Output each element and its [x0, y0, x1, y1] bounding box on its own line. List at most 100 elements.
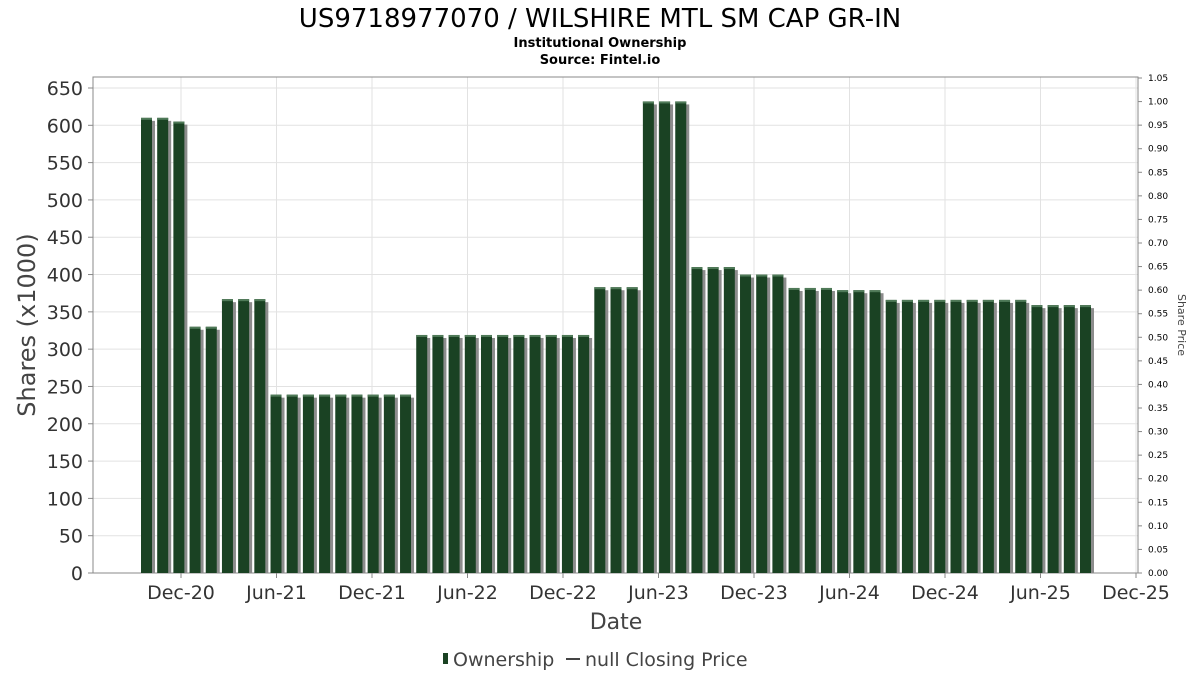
bar-highlight	[302, 394, 314, 397]
chart-subtitle-2: Source: Fintel.io	[540, 53, 661, 68]
y-tick-label: 100	[47, 488, 83, 510]
right-axis-ticks: 0.00 0.05 0.10 0.15 0.20 0.25 0.30 0.35 0.40 0.45…	[1138, 74, 1168, 579]
bar-highlight	[740, 274, 752, 277]
bar-highlight	[901, 299, 913, 302]
y2-tick-label: 0.50	[1148, 333, 1168, 343]
bar-highlight	[853, 290, 865, 293]
bar-highlight	[950, 299, 962, 302]
ownership-bar	[982, 299, 994, 573]
ownership-bar	[286, 394, 298, 573]
bar-highlight	[1015, 299, 1027, 302]
y-tick-label: 200	[47, 414, 83, 436]
ownership-bar	[869, 290, 881, 573]
ownership-bar	[1080, 305, 1091, 573]
y2-tick-label: 1.05	[1148, 74, 1168, 84]
bar-highlight	[820, 287, 832, 290]
y2-tick-label: 0.55	[1148, 310, 1168, 320]
ownership-bar	[804, 287, 816, 573]
ownership-bar	[626, 287, 638, 573]
bar-highlight	[513, 334, 525, 337]
bar-highlight	[400, 394, 412, 397]
bar-highlight	[383, 394, 395, 397]
ownership-bar	[335, 394, 347, 573]
ownership-bar	[432, 334, 444, 573]
bar-highlight	[254, 299, 266, 302]
x-tick-label: Jun-24	[818, 582, 880, 604]
bar-highlight	[367, 394, 379, 397]
y2-tick-label: 0.60	[1148, 286, 1168, 296]
ownership-bar	[691, 267, 703, 573]
y2-tick-label: 1.00	[1148, 98, 1168, 108]
y-tick-label: 500	[47, 190, 83, 212]
bar-highlight	[934, 299, 946, 302]
ownership-bar	[723, 267, 735, 573]
y2-axis-title: Share Price	[1175, 294, 1188, 356]
y-tick-label: 650	[47, 78, 83, 100]
y2-tick-label: 0.90	[1148, 145, 1168, 155]
ownership-bar	[221, 299, 233, 573]
bar-highlight	[319, 394, 331, 397]
ownership-bar	[918, 299, 930, 573]
ownership-bar	[1047, 305, 1059, 573]
ownership-bar	[707, 267, 719, 573]
x-tick-label: Jun-21	[245, 582, 307, 604]
ownership-bar	[302, 394, 314, 573]
ownership-bar	[837, 290, 849, 573]
ownership-bar	[1031, 305, 1043, 573]
ownership-bar	[513, 334, 525, 573]
legend-price-label: null Closing Price	[585, 649, 748, 671]
y2-tick-label: 0.45	[1148, 357, 1168, 367]
x-axis-title: Date	[590, 610, 643, 635]
bar-highlight	[772, 274, 784, 277]
ownership-bar	[1015, 299, 1027, 573]
ownership-bar	[141, 117, 152, 573]
bar-highlight	[918, 299, 930, 302]
bar-highlight	[141, 117, 152, 120]
ownership-bar	[497, 334, 509, 573]
ownership-bar	[529, 334, 541, 573]
x-tick-label: Jun-23	[627, 582, 689, 604]
ownership-bar	[756, 274, 768, 573]
ownership-bar	[788, 287, 800, 573]
bar-highlight	[1047, 305, 1059, 308]
y-tick-label: 400	[47, 265, 83, 287]
ownership-bar	[270, 394, 282, 573]
ownership-bar	[448, 334, 460, 573]
bar-highlight	[351, 394, 363, 397]
ownership-bar	[238, 299, 250, 573]
ownership-bar	[950, 299, 962, 573]
bar-highlight	[804, 287, 816, 290]
bar-highlight	[270, 394, 282, 397]
x-tick-label: Dec-22	[529, 582, 597, 604]
y2-tick-label: 0.15	[1148, 498, 1168, 508]
y-tick-label: 150	[47, 451, 83, 473]
bar-highlight	[335, 394, 347, 397]
x-tick-label: Jun-22	[436, 582, 498, 604]
bar-highlight	[189, 326, 201, 329]
ownership-bar	[464, 334, 476, 573]
bar-highlight	[610, 287, 622, 290]
ownership-bar	[319, 394, 331, 573]
legend-ownership-label: Ownership	[453, 649, 554, 671]
ownership-bar	[157, 117, 169, 573]
ownership-bar	[480, 334, 492, 573]
x-tick-label: Dec-21	[338, 582, 406, 604]
bar-highlight	[480, 334, 492, 337]
bar-highlight	[545, 334, 557, 337]
bar-highlight	[157, 117, 169, 120]
x-tick-label: Jun-25	[1009, 582, 1071, 604]
y-axis-title: Shares (x1000)	[13, 233, 41, 416]
ownership-bar	[1063, 305, 1075, 573]
ownership-bar	[561, 334, 573, 573]
y2-tick-label: 0.35	[1148, 404, 1168, 414]
bar-highlight	[659, 101, 671, 104]
ownership-bar	[351, 394, 363, 573]
y2-tick-label: 0.75	[1148, 215, 1168, 225]
bar-highlight	[756, 274, 768, 277]
ownership-bar	[999, 299, 1011, 573]
bars-layer	[141, 101, 1094, 574]
bar-highlight	[578, 334, 590, 337]
bar-highlight	[1080, 305, 1091, 308]
ownership-bar	[659, 101, 671, 573]
